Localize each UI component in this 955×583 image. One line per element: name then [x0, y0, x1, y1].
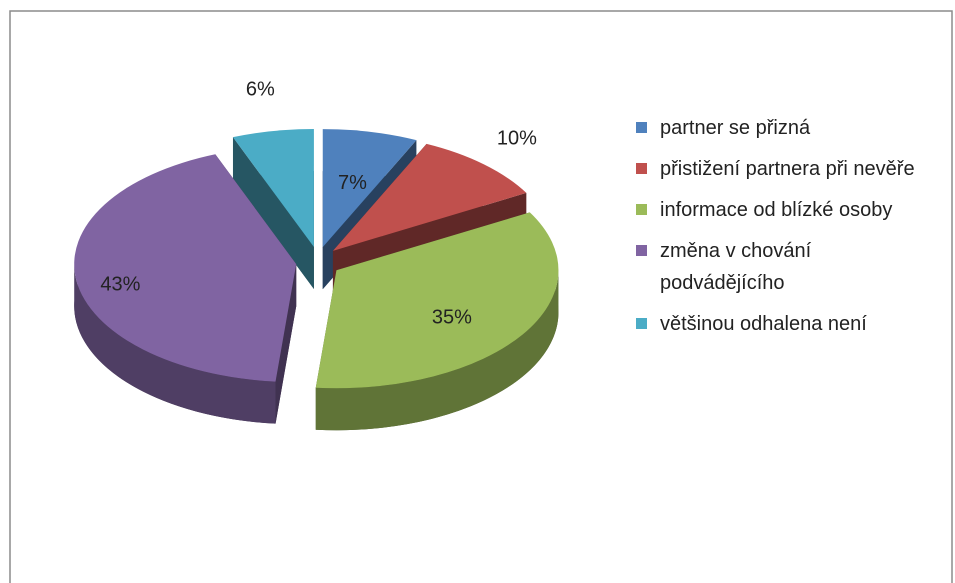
data-label: 10% [497, 127, 537, 149]
slice-top [232, 129, 314, 248]
slice-wall [74, 264, 276, 424]
legend-item: partner se přizná [636, 112, 936, 144]
legend-item: změna v chování podvádějícího [636, 235, 936, 299]
legend-swatch [636, 122, 647, 133]
legend-label: partner se přizná [660, 117, 811, 139]
slice-top [322, 129, 417, 248]
slice-side [275, 264, 297, 424]
legend-swatch [636, 245, 647, 256]
slice-wall [315, 270, 559, 431]
data-label: 43% [100, 274, 140, 296]
slice-top [74, 154, 297, 382]
slice-top [332, 143, 527, 251]
legend-item: informace od blízké osoby [636, 194, 936, 226]
data-label: 7% [338, 172, 367, 194]
slice-top [315, 212, 559, 389]
legend-label: většinou odhalena není [660, 313, 867, 335]
legend-label: změna v chování podvádějícího [660, 240, 812, 294]
legend-label: informace od blízké osoby [660, 199, 893, 221]
legend-label: přistižení partnera při nevěře [660, 158, 915, 180]
pie-slice [232, 129, 314, 290]
pie-slice [315, 212, 559, 431]
chart-frame [9, 10, 953, 583]
legend-item: přistižení partnera při nevěře [636, 153, 936, 185]
slice-side [232, 137, 314, 290]
data-label: 35% [432, 306, 472, 328]
pie-slice [74, 154, 297, 424]
legend-item: většinou odhalena není [636, 308, 936, 340]
legend-swatch [636, 163, 647, 174]
legend-swatch [636, 318, 647, 329]
data-label: 6% [246, 79, 275, 101]
legend: partner se přizná přistižení partnera při… [636, 112, 936, 349]
legend-swatch [636, 204, 647, 215]
